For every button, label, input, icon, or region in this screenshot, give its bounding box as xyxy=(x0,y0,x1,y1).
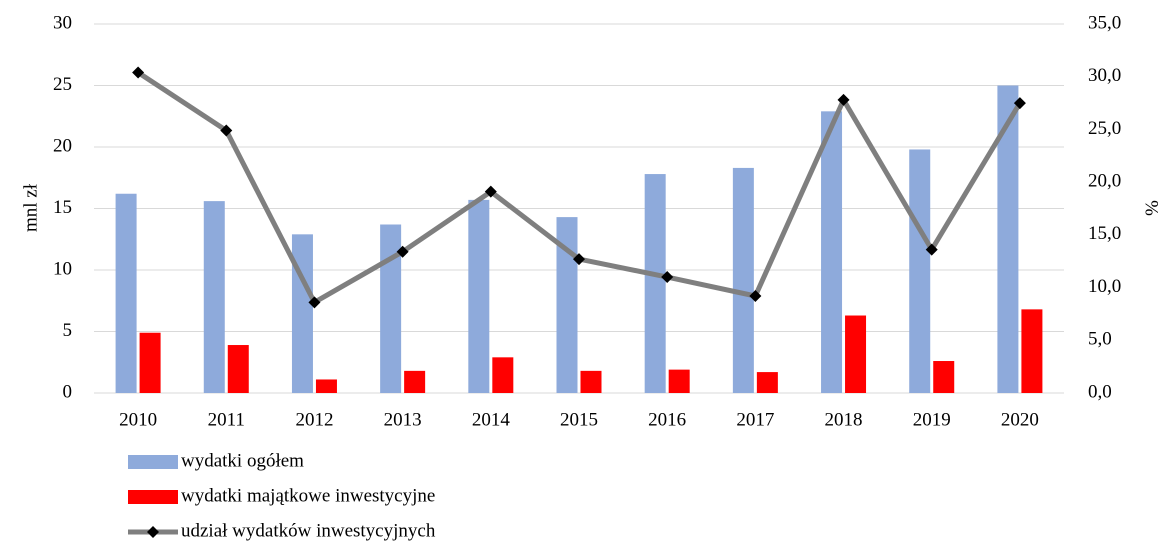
bar xyxy=(203,201,225,393)
line-marker xyxy=(132,66,145,79)
y-tick-label: 5 xyxy=(63,320,73,341)
legend-swatch xyxy=(128,490,178,504)
bar xyxy=(821,111,843,393)
bar xyxy=(315,379,337,393)
y2-tick-label: 25,0 xyxy=(1088,118,1121,139)
legend-swatch xyxy=(128,455,178,469)
line-marker xyxy=(220,124,233,137)
y2-tick-label: 0,0 xyxy=(1088,381,1112,402)
x-tick-label: 2020 xyxy=(1001,409,1039,430)
line-marker xyxy=(749,290,762,303)
bar xyxy=(668,369,690,393)
legend-label: udział wydatków inwestycyjnych xyxy=(181,520,436,541)
x-tick-label: 2011 xyxy=(208,409,245,430)
bar xyxy=(404,370,426,393)
line-marker xyxy=(661,271,674,284)
y2-tick-label: 35,0 xyxy=(1088,12,1121,33)
y2-tick-label: 15,0 xyxy=(1088,223,1121,244)
y2-axis-title: % xyxy=(1141,200,1162,216)
y2-tick-label: 10,0 xyxy=(1088,276,1121,297)
y2-tick-label: 30,0 xyxy=(1088,65,1121,86)
bar xyxy=(580,370,602,393)
x-tick-label: 2013 xyxy=(384,409,422,430)
bar xyxy=(492,357,514,393)
y-tick-label: 0 xyxy=(63,381,73,402)
line xyxy=(136,70,1023,305)
bar xyxy=(227,345,249,393)
line-marker xyxy=(484,185,497,198)
bar xyxy=(845,315,867,393)
y-tick-label: 10 xyxy=(53,258,72,279)
legend-label: wydatki majątkowe inwestycyjne xyxy=(181,485,435,506)
bar xyxy=(556,217,578,393)
bar xyxy=(644,174,666,393)
line-marker xyxy=(1013,97,1026,110)
bar xyxy=(115,193,137,393)
x-tick-label: 2019 xyxy=(913,409,951,430)
bar xyxy=(291,234,313,393)
line-marker xyxy=(837,93,850,106)
bar xyxy=(933,361,955,393)
y-tick-label: 30 xyxy=(53,12,72,33)
bar xyxy=(139,332,161,393)
bar xyxy=(756,372,778,393)
y2-tick-label: 20,0 xyxy=(1088,171,1121,192)
x-tick-label: 2014 xyxy=(472,409,511,430)
x-tick-label: 2010 xyxy=(119,409,157,430)
y2-tick-label: 5,0 xyxy=(1088,329,1112,350)
x-tick-label: 2017 xyxy=(736,409,774,430)
legend-label: wydatki ogółem xyxy=(181,450,304,471)
y-tick-label: 20 xyxy=(53,135,72,156)
bar xyxy=(997,85,1019,393)
bar xyxy=(909,149,931,393)
bar xyxy=(380,224,402,393)
x-tick-label: 2012 xyxy=(295,409,333,430)
line-marker xyxy=(308,296,321,309)
bar xyxy=(468,199,490,393)
y-tick-label: 15 xyxy=(53,197,72,218)
x-tick-label: 2018 xyxy=(825,409,863,430)
line-marker xyxy=(925,243,938,256)
bar xyxy=(1021,309,1043,393)
y-tick-label: 25 xyxy=(53,74,72,95)
legend-marker xyxy=(147,526,159,538)
bar xyxy=(732,167,754,393)
line-marker xyxy=(396,245,409,258)
x-tick-label: 2016 xyxy=(648,409,686,430)
line-marker xyxy=(573,253,585,266)
x-tick-label: 2015 xyxy=(560,409,598,430)
y-axis-title: mnl zł xyxy=(20,183,41,232)
